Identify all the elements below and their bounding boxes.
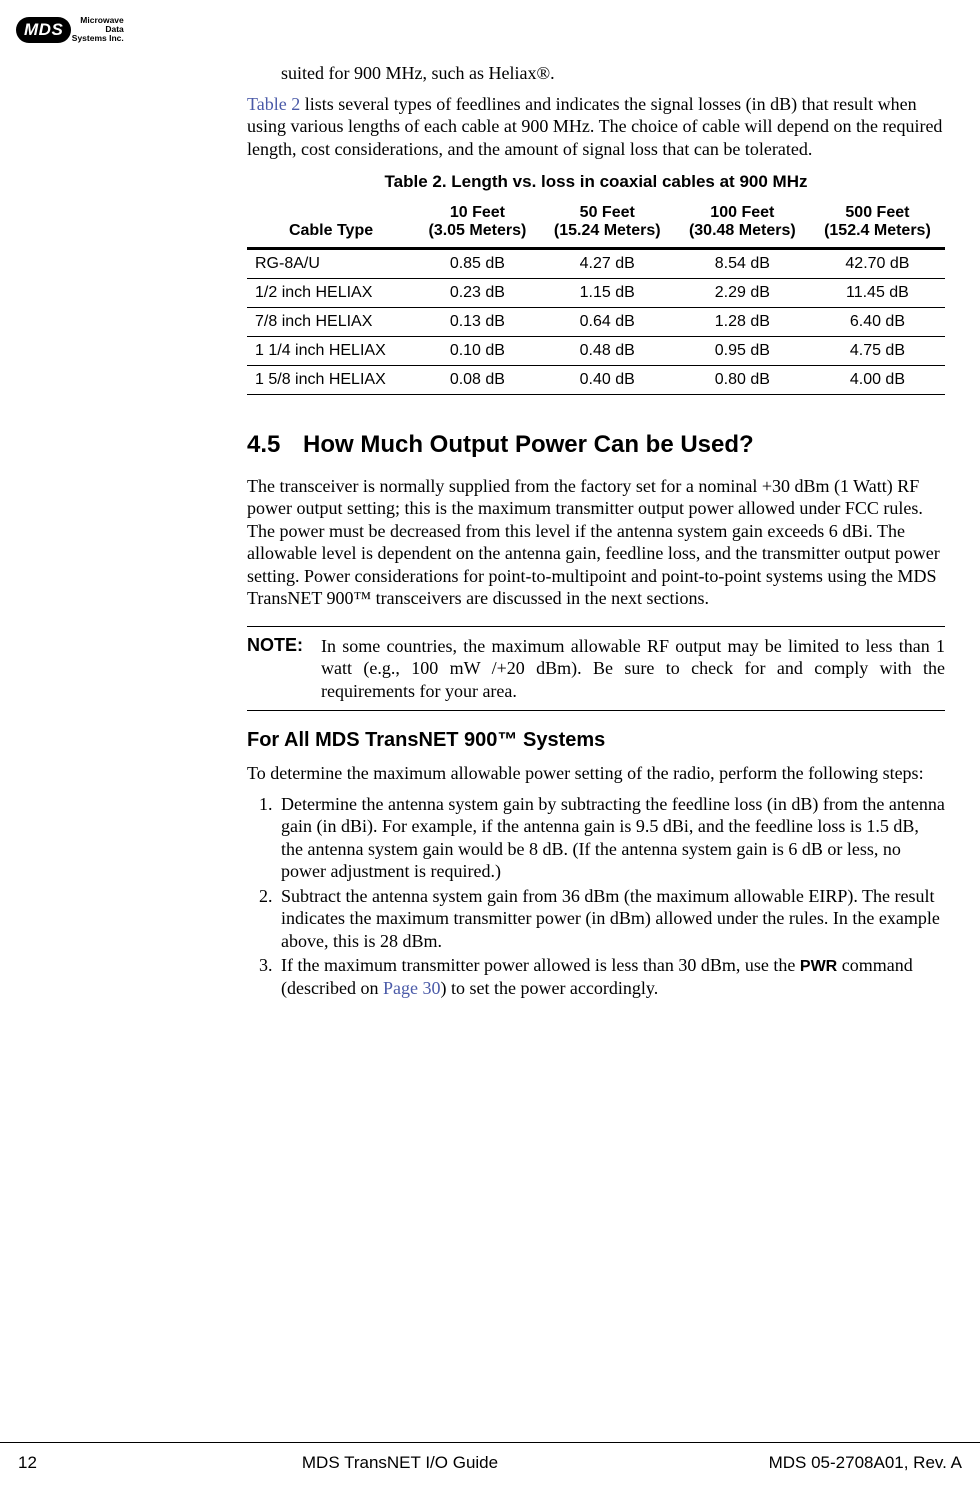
table-caption: Table 2. Length vs. loss in coaxial cabl… [247,172,945,192]
list-item: Subtract the antenna system gain from 36… [277,885,945,953]
table-intro-paragraph: Table 2 lists several types of feedlines… [247,93,945,161]
section-title: How Much Output Power Can be Used? [303,431,754,458]
section-heading: 4.5How Much Output Power Can be Used? [247,431,945,459]
table-intro-text: lists several types of feedlines and ind… [247,94,942,159]
doc-id: MDS 05-2708A01, Rev. A [720,1453,980,1473]
page-number: 12 [0,1453,80,1473]
list-item: Determine the antenna system gain by sub… [277,793,945,883]
section-number: 4.5 [247,431,303,459]
page-content: suited for 900 MHz, such as Heliax®. Tab… [247,62,945,1002]
table-row: 7/8 inch HELIAX0.13 dB0.64 dB1.28 dB6.40… [247,307,945,336]
power-paragraph: The transceiver is normally supplied fro… [247,475,945,610]
logo-tag: MDS [16,17,71,43]
col-header: 500 Feet(152.4 Meters) [810,200,945,248]
table-row: 1 5/8 inch HELIAX0.08 dB0.40 dB0.80 dB4.… [247,365,945,394]
note-body: In some countries, the maximum allowable… [321,635,945,703]
subsection-heading: For All MDS TransNET 900™ Systems [247,729,945,752]
col-header: Cable Type [247,200,415,248]
col-header: 100 Feet(30.48 Meters) [675,200,810,248]
footer-title: MDS TransNET I/O Guide [80,1453,720,1473]
note-block: NOTE: In some countries, the maximum all… [247,626,945,712]
list-item: If the maximum transmitter power allowed… [277,954,945,1000]
logo: MDS Microwave Data Systems Inc. [16,16,151,44]
table-row: 1 1/4 inch HELIAX0.10 dB0.48 dB0.95 dB4.… [247,336,945,365]
col-header: 50 Feet(15.24 Meters) [540,200,675,248]
cable-loss-table: Cable Type 10 Feet(3.05 Meters) 50 Feet(… [247,200,945,395]
pwr-command: PWR [800,958,837,975]
note-label: NOTE: [247,635,321,703]
page-footer: 12 MDS TransNET I/O Guide MDS 05-2708A01… [0,1442,980,1473]
table-ref-link[interactable]: Table 2 [247,94,300,114]
steps-intro: To determine the maximum allowable power… [247,762,945,785]
table-row: 1/2 inch HELIAX0.23 dB1.15 dB2.29 dB11.4… [247,278,945,307]
table-header-row: Cable Type 10 Feet(3.05 Meters) 50 Feet(… [247,200,945,248]
page-ref-link[interactable]: Page 30 [383,978,441,998]
steps-list: Determine the antenna system gain by sub… [247,793,945,1000]
col-header: 10 Feet(3.05 Meters) [415,200,540,248]
table-row: RG-8A/U0.85 dB4.27 dB8.54 dB42.70 dB [247,248,945,278]
continued-paragraph: suited for 900 MHz, such as Heliax®. [247,62,945,85]
logo-text: Microwave Data Systems Inc. [72,16,124,43]
